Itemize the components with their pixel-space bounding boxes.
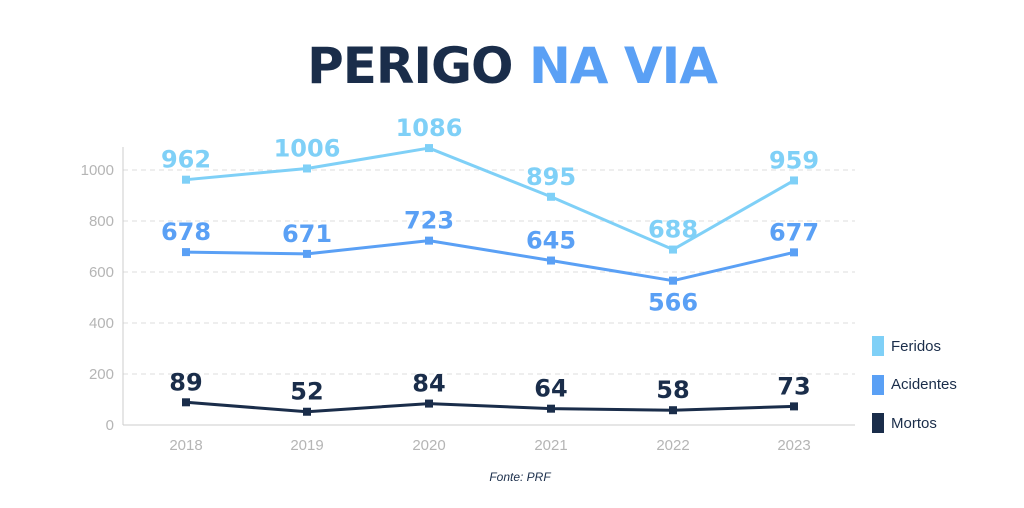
data-label-acidentes: 723 — [404, 207, 454, 235]
data-point-mortos — [790, 402, 798, 411]
data-point-feridos — [790, 176, 798, 185]
y-tick-label: 800 — [89, 213, 114, 230]
data-point-feridos — [425, 144, 433, 153]
data-point-mortos — [303, 407, 311, 416]
x-tick-label: 2021 — [534, 437, 567, 454]
data-label-feridos: 1006 — [274, 134, 341, 162]
data-label-acidentes: 671 — [282, 220, 332, 248]
y-tick-label: 1000 — [81, 162, 114, 179]
x-tick-label: 2020 — [412, 437, 445, 454]
data-point-acidentes — [303, 249, 311, 258]
legend-swatch — [872, 336, 884, 357]
legend-item-feridos: Feridos — [872, 327, 957, 366]
data-label-mortos: 58 — [656, 376, 689, 404]
data-point-acidentes — [669, 276, 677, 285]
data-point-feridos — [303, 164, 311, 173]
data-point-mortos — [425, 399, 433, 408]
data-point-feridos — [182, 175, 190, 184]
data-label-mortos: 73 — [777, 372, 810, 400]
data-label-mortos: 64 — [534, 375, 567, 403]
source-note: Fonte: PRF — [489, 470, 551, 484]
legend-item-mortos: Mortos — [872, 404, 957, 443]
data-label-acidentes: 677 — [769, 218, 819, 246]
title-part-1: PERIGO — [307, 37, 513, 95]
data-label-mortos: 52 — [290, 378, 323, 406]
data-point-mortos — [669, 406, 677, 415]
data-point-feridos — [547, 192, 555, 201]
legend-label: Mortos — [891, 414, 937, 432]
data-label-acidentes: 566 — [648, 289, 698, 317]
x-tick-label: 2022 — [656, 437, 689, 454]
y-tick-label: 200 — [89, 366, 114, 383]
data-point-acidentes — [547, 256, 555, 265]
legend-label: Feridos — [891, 337, 942, 355]
data-point-mortos — [547, 404, 555, 413]
legend-swatch — [872, 413, 884, 434]
x-tick-label: 2018 — [169, 437, 202, 454]
chart-title: PERIGO NA VIA — [0, 36, 1024, 96]
y-tick-label: 600 — [89, 264, 114, 281]
x-tick-label: 2023 — [777, 437, 810, 454]
title-part-2: NA VIA — [528, 37, 718, 95]
data-point-acidentes — [425, 236, 433, 245]
legend-label: Acidentes — [891, 376, 957, 394]
data-label-acidentes: 645 — [526, 227, 576, 255]
data-label-mortos: 89 — [169, 368, 202, 396]
y-tick-label: 0 — [106, 417, 114, 434]
data-label-acidentes: 678 — [161, 218, 211, 246]
data-label-feridos: 688 — [648, 216, 698, 244]
series-line-mortos — [185, 400, 795, 414]
series-line-acidentes — [185, 239, 795, 283]
legend: Feridos Acidentes Mortos — [872, 327, 957, 443]
data-label-feridos: 962 — [161, 146, 211, 174]
legend-item-acidentes: Acidentes — [872, 366, 957, 405]
legend-swatch — [872, 374, 884, 395]
data-label-feridos: 1086 — [396, 114, 463, 142]
data-point-acidentes — [790, 248, 798, 257]
data-point-mortos — [182, 398, 190, 407]
series-line-feridos — [185, 146, 795, 252]
y-tick-label: 400 — [89, 315, 114, 332]
data-label-feridos: 895 — [526, 163, 576, 191]
data-point-feridos — [669, 245, 677, 254]
x-tick-label: 2019 — [290, 437, 323, 454]
data-point-acidentes — [182, 248, 190, 257]
data-label-mortos: 84 — [412, 370, 445, 398]
data-label-feridos: 959 — [769, 146, 819, 174]
